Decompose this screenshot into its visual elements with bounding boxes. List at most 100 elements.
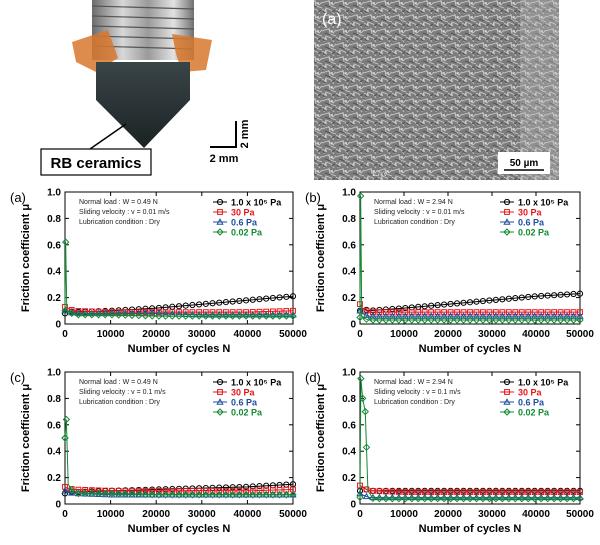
data-point bbox=[420, 495, 429, 503]
data-point bbox=[216, 484, 223, 491]
data-point bbox=[485, 312, 494, 319]
data-point bbox=[569, 312, 578, 319]
data-point bbox=[141, 490, 150, 499]
plot-frame bbox=[64, 371, 294, 505]
data-point bbox=[408, 495, 416, 503]
data-point bbox=[276, 294, 283, 301]
data-point bbox=[142, 487, 149, 494]
y-tick-label: 0.8 bbox=[342, 214, 356, 225]
data-point bbox=[401, 495, 410, 503]
data-point bbox=[454, 309, 460, 316]
data-point bbox=[511, 316, 520, 324]
data-point bbox=[375, 495, 384, 503]
legend-marker bbox=[217, 209, 223, 215]
data-point bbox=[459, 316, 468, 324]
y-tick-label: 0.2 bbox=[47, 473, 61, 484]
data-point bbox=[485, 495, 494, 503]
data-point bbox=[236, 483, 243, 491]
data-point bbox=[472, 312, 481, 319]
data-point bbox=[505, 495, 513, 503]
data-point bbox=[414, 316, 422, 324]
data-point bbox=[195, 312, 203, 320]
data-point bbox=[433, 495, 442, 503]
data-point bbox=[249, 487, 256, 494]
x-tick-label: 50000 bbox=[279, 329, 307, 340]
data-point bbox=[530, 316, 539, 324]
data-point bbox=[155, 491, 163, 499]
legend-label: 30 Pa bbox=[231, 208, 256, 218]
data-point bbox=[492, 495, 500, 503]
data-point bbox=[427, 312, 435, 319]
data-point bbox=[222, 484, 230, 491]
sem-panel-label: (a) bbox=[322, 11, 342, 28]
data-point bbox=[357, 374, 365, 383]
condition-text: Lubrication condition : Dry bbox=[79, 399, 160, 406]
panel-label: (c) bbox=[10, 370, 25, 385]
data-point bbox=[61, 486, 69, 494]
data-point bbox=[62, 483, 68, 490]
data-point bbox=[492, 296, 499, 303]
y-axis-label: Friction coefficient μ bbox=[20, 384, 32, 492]
data-point bbox=[388, 495, 397, 503]
data-point bbox=[569, 495, 578, 503]
series-3 bbox=[356, 192, 584, 324]
data-point bbox=[544, 309, 551, 316]
series-line bbox=[64, 486, 294, 492]
data-point bbox=[576, 312, 584, 319]
x-tick-label: 20000 bbox=[142, 509, 170, 520]
data-point bbox=[550, 316, 558, 324]
data-point bbox=[408, 316, 416, 324]
data-point bbox=[446, 312, 455, 319]
series-2 bbox=[356, 306, 584, 319]
data-point bbox=[75, 486, 82, 493]
data-point bbox=[421, 303, 428, 310]
data-point bbox=[88, 487, 95, 494]
data-point bbox=[473, 309, 480, 316]
data-point bbox=[531, 312, 539, 319]
data-point bbox=[556, 316, 565, 324]
x-tick-label: 0 bbox=[357, 329, 363, 340]
data-point bbox=[182, 487, 189, 494]
data-point bbox=[472, 316, 481, 324]
y-tick-label: 1.0 bbox=[342, 368, 356, 379]
y-tick-label: 0.6 bbox=[47, 420, 61, 431]
data-point bbox=[375, 312, 384, 319]
data-point bbox=[556, 495, 565, 503]
series-3 bbox=[61, 415, 297, 499]
data-point bbox=[229, 484, 236, 491]
data-point bbox=[175, 312, 183, 320]
scale-label-vertical: 2 mm bbox=[239, 119, 251, 148]
data-point bbox=[434, 309, 441, 316]
data-point bbox=[122, 487, 129, 494]
data-point bbox=[255, 312, 264, 320]
data-point bbox=[428, 302, 435, 309]
data-point bbox=[114, 489, 123, 498]
legend-label: 1.0 x 10⁵ Pa bbox=[518, 198, 569, 208]
data-point bbox=[95, 487, 102, 494]
data-point bbox=[242, 297, 250, 304]
data-point bbox=[67, 485, 76, 494]
panel-b: (b) 0 0.2 0.4 0.6 0.8 1.0 0 10000 20000 30000 40000… bbox=[305, 188, 594, 356]
data-point bbox=[433, 312, 442, 319]
data-point bbox=[479, 316, 487, 324]
data-point bbox=[401, 316, 410, 324]
data-point bbox=[459, 495, 468, 503]
rb-ceramic-pin bbox=[96, 62, 190, 148]
data-point bbox=[505, 312, 513, 319]
y-tick-label: 0.8 bbox=[47, 394, 61, 405]
series-line bbox=[359, 485, 580, 493]
data-point bbox=[289, 293, 297, 300]
legend-label: 0.6 Pa bbox=[518, 398, 545, 408]
data-point bbox=[576, 290, 584, 297]
data-point bbox=[440, 495, 448, 503]
sem-scale-box bbox=[498, 152, 550, 174]
data-point bbox=[189, 301, 196, 309]
x-tick-label: 50000 bbox=[279, 509, 307, 520]
data-point bbox=[283, 293, 290, 300]
data-point bbox=[155, 312, 163, 320]
data-point bbox=[570, 290, 577, 298]
data-point bbox=[440, 312, 448, 319]
data-point bbox=[376, 309, 383, 316]
series-line bbox=[359, 378, 580, 500]
data-point bbox=[101, 489, 109, 498]
